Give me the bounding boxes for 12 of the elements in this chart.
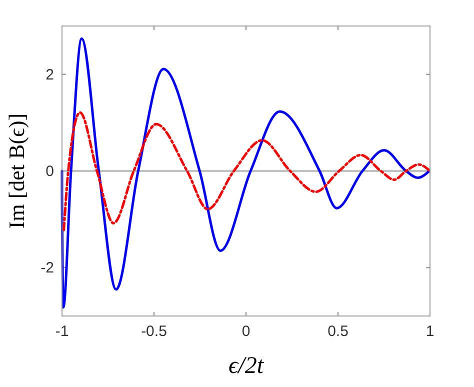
x-axis-title: ϵ/2t	[228, 353, 265, 379]
x-tick-label: 1	[426, 323, 434, 340]
line-series	[62, 111, 432, 232]
y-tick-label: 0	[46, 163, 54, 180]
y-tick-label: 2	[46, 66, 54, 84]
y-tick-label: -2	[40, 260, 54, 277]
y-axis-title: Im [det B(ϵ)]	[4, 113, 29, 229]
x-tick-label: -1	[55, 323, 69, 340]
x-tick-label: 0	[242, 323, 250, 340]
x-tick-label: -0.5	[141, 323, 167, 340]
line-series	[60, 37, 431, 309]
x-tick-label: 0.5	[328, 323, 348, 340]
